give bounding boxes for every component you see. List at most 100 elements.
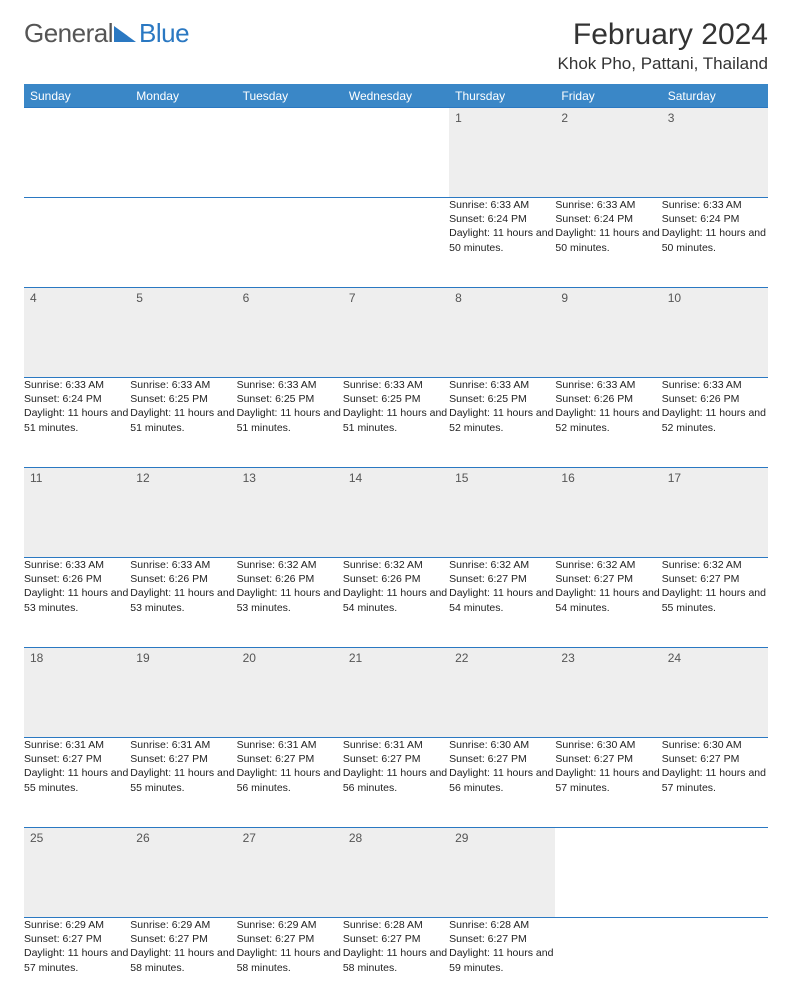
calendar-detail-row: Sunrise: 6:33 AMSunset: 6:24 PMDaylight:… (24, 198, 768, 288)
day-detail-cell: Sunrise: 6:32 AMSunset: 6:27 PMDaylight:… (555, 558, 661, 648)
day-number: 8 (449, 288, 555, 307)
day-number: 18 (24, 648, 130, 667)
day-detail-text: Sunrise: 6:31 AMSunset: 6:27 PMDaylight:… (130, 738, 236, 795)
brand-part1: General (24, 18, 113, 49)
day-number: 4 (24, 288, 130, 307)
day-number-cell (343, 108, 449, 198)
day-detail-cell: Sunrise: 6:33 AMSunset: 6:24 PMDaylight:… (555, 198, 661, 288)
day-number-cell: 7 (343, 288, 449, 378)
day-number (343, 108, 449, 127)
day-detail-cell: Sunrise: 6:33 AMSunset: 6:26 PMDaylight:… (555, 378, 661, 468)
day-number-cell: 2 (555, 108, 661, 198)
day-detail-cell: Sunrise: 6:33 AMSunset: 6:26 PMDaylight:… (662, 378, 768, 468)
day-detail-cell: Sunrise: 6:33 AMSunset: 6:25 PMDaylight:… (237, 378, 343, 468)
calendar-detail-row: Sunrise: 6:33 AMSunset: 6:24 PMDaylight:… (24, 378, 768, 468)
day-number: 29 (449, 828, 555, 847)
day-number: 1 (449, 108, 555, 127)
day-number: 23 (555, 648, 661, 667)
day-detail-cell: Sunrise: 6:30 AMSunset: 6:27 PMDaylight:… (662, 738, 768, 828)
day-number-cell: 26 (130, 828, 236, 918)
day-detail-cell: Sunrise: 6:30 AMSunset: 6:27 PMDaylight:… (449, 738, 555, 828)
weekday-header: Sunday (24, 84, 130, 108)
day-detail-cell: Sunrise: 6:33 AMSunset: 6:25 PMDaylight:… (130, 378, 236, 468)
calendar-body: 123Sunrise: 6:33 AMSunset: 6:24 PMDaylig… (24, 108, 768, 1008)
day-number-cell: 8 (449, 288, 555, 378)
day-number: 9 (555, 288, 661, 307)
day-detail-text: Sunrise: 6:33 AMSunset: 6:25 PMDaylight:… (343, 378, 449, 435)
day-detail-text: Sunrise: 6:28 AMSunset: 6:27 PMDaylight:… (449, 918, 555, 975)
day-detail-cell (237, 198, 343, 288)
day-number: 13 (237, 468, 343, 487)
day-detail-cell: Sunrise: 6:29 AMSunset: 6:27 PMDaylight:… (130, 918, 236, 1008)
day-detail-text: Sunrise: 6:32 AMSunset: 6:27 PMDaylight:… (662, 558, 768, 615)
day-number-cell: 17 (662, 468, 768, 558)
page-title: February 2024 (558, 18, 768, 52)
day-number-cell: 3 (662, 108, 768, 198)
calendar-daynum-row: 45678910 (24, 288, 768, 378)
day-detail-cell (24, 198, 130, 288)
day-number (662, 828, 768, 847)
day-detail-text: Sunrise: 6:30 AMSunset: 6:27 PMDaylight:… (449, 738, 555, 795)
brand-triangle-icon (114, 24, 138, 42)
day-detail-text: Sunrise: 6:33 AMSunset: 6:26 PMDaylight:… (662, 378, 768, 435)
day-number: 27 (237, 828, 343, 847)
day-number-cell: 29 (449, 828, 555, 918)
day-number-cell: 27 (237, 828, 343, 918)
day-detail-cell (555, 918, 661, 1008)
day-number-cell (237, 108, 343, 198)
day-number-cell (555, 828, 661, 918)
day-number-cell: 13 (237, 468, 343, 558)
day-number: 20 (237, 648, 343, 667)
weekday-header: Tuesday (237, 84, 343, 108)
weekday-header: Monday (130, 84, 236, 108)
day-detail-cell (343, 198, 449, 288)
brand-part2: Blue (139, 18, 189, 49)
day-number-cell: 1 (449, 108, 555, 198)
title-block: February 2024 Khok Pho, Pattani, Thailan… (558, 18, 768, 74)
weekday-header: Friday (555, 84, 661, 108)
day-detail-text: Sunrise: 6:29 AMSunset: 6:27 PMDaylight:… (237, 918, 343, 975)
day-detail-text: Sunrise: 6:30 AMSunset: 6:27 PMDaylight:… (555, 738, 661, 795)
calendar-daynum-row: 2526272829 (24, 828, 768, 918)
day-number-cell: 21 (343, 648, 449, 738)
calendar-daynum-row: 18192021222324 (24, 648, 768, 738)
day-number: 15 (449, 468, 555, 487)
day-number-cell: 4 (24, 288, 130, 378)
day-detail-cell: Sunrise: 6:28 AMSunset: 6:27 PMDaylight:… (449, 918, 555, 1008)
day-number-cell: 24 (662, 648, 768, 738)
day-detail-text: Sunrise: 6:32 AMSunset: 6:27 PMDaylight:… (449, 558, 555, 615)
day-detail-cell: Sunrise: 6:28 AMSunset: 6:27 PMDaylight:… (343, 918, 449, 1008)
day-detail-cell (130, 198, 236, 288)
day-detail-text: Sunrise: 6:29 AMSunset: 6:27 PMDaylight:… (24, 918, 130, 975)
day-number: 3 (662, 108, 768, 127)
day-number: 7 (343, 288, 449, 307)
day-detail-cell: Sunrise: 6:33 AMSunset: 6:25 PMDaylight:… (449, 378, 555, 468)
day-number-cell: 22 (449, 648, 555, 738)
day-number: 11 (24, 468, 130, 487)
day-detail-cell: Sunrise: 6:32 AMSunset: 6:27 PMDaylight:… (662, 558, 768, 648)
day-detail-text: Sunrise: 6:33 AMSunset: 6:25 PMDaylight:… (449, 378, 555, 435)
day-number-cell: 11 (24, 468, 130, 558)
day-detail-text: Sunrise: 6:32 AMSunset: 6:26 PMDaylight:… (343, 558, 449, 615)
day-number: 10 (662, 288, 768, 307)
day-number: 21 (343, 648, 449, 667)
day-detail-text: Sunrise: 6:33 AMSunset: 6:26 PMDaylight:… (555, 378, 661, 435)
day-number: 19 (130, 648, 236, 667)
day-detail-cell: Sunrise: 6:33 AMSunset: 6:24 PMDaylight:… (449, 198, 555, 288)
day-number-cell: 14 (343, 468, 449, 558)
day-detail-cell: Sunrise: 6:33 AMSunset: 6:24 PMDaylight:… (24, 378, 130, 468)
calendar-detail-row: Sunrise: 6:31 AMSunset: 6:27 PMDaylight:… (24, 738, 768, 828)
day-number (130, 108, 236, 127)
day-number: 17 (662, 468, 768, 487)
day-number-cell: 10 (662, 288, 768, 378)
day-number: 28 (343, 828, 449, 847)
day-number-cell: 5 (130, 288, 236, 378)
page-header: General Blue February 2024 Khok Pho, Pat… (24, 18, 768, 74)
day-detail-text: Sunrise: 6:33 AMSunset: 6:24 PMDaylight:… (24, 378, 130, 435)
day-number: 16 (555, 468, 661, 487)
day-detail-text: Sunrise: 6:33 AMSunset: 6:26 PMDaylight:… (130, 558, 236, 615)
day-number: 2 (555, 108, 661, 127)
day-number-cell: 19 (130, 648, 236, 738)
day-number: 12 (130, 468, 236, 487)
day-detail-text: Sunrise: 6:33 AMSunset: 6:24 PMDaylight:… (662, 198, 768, 255)
